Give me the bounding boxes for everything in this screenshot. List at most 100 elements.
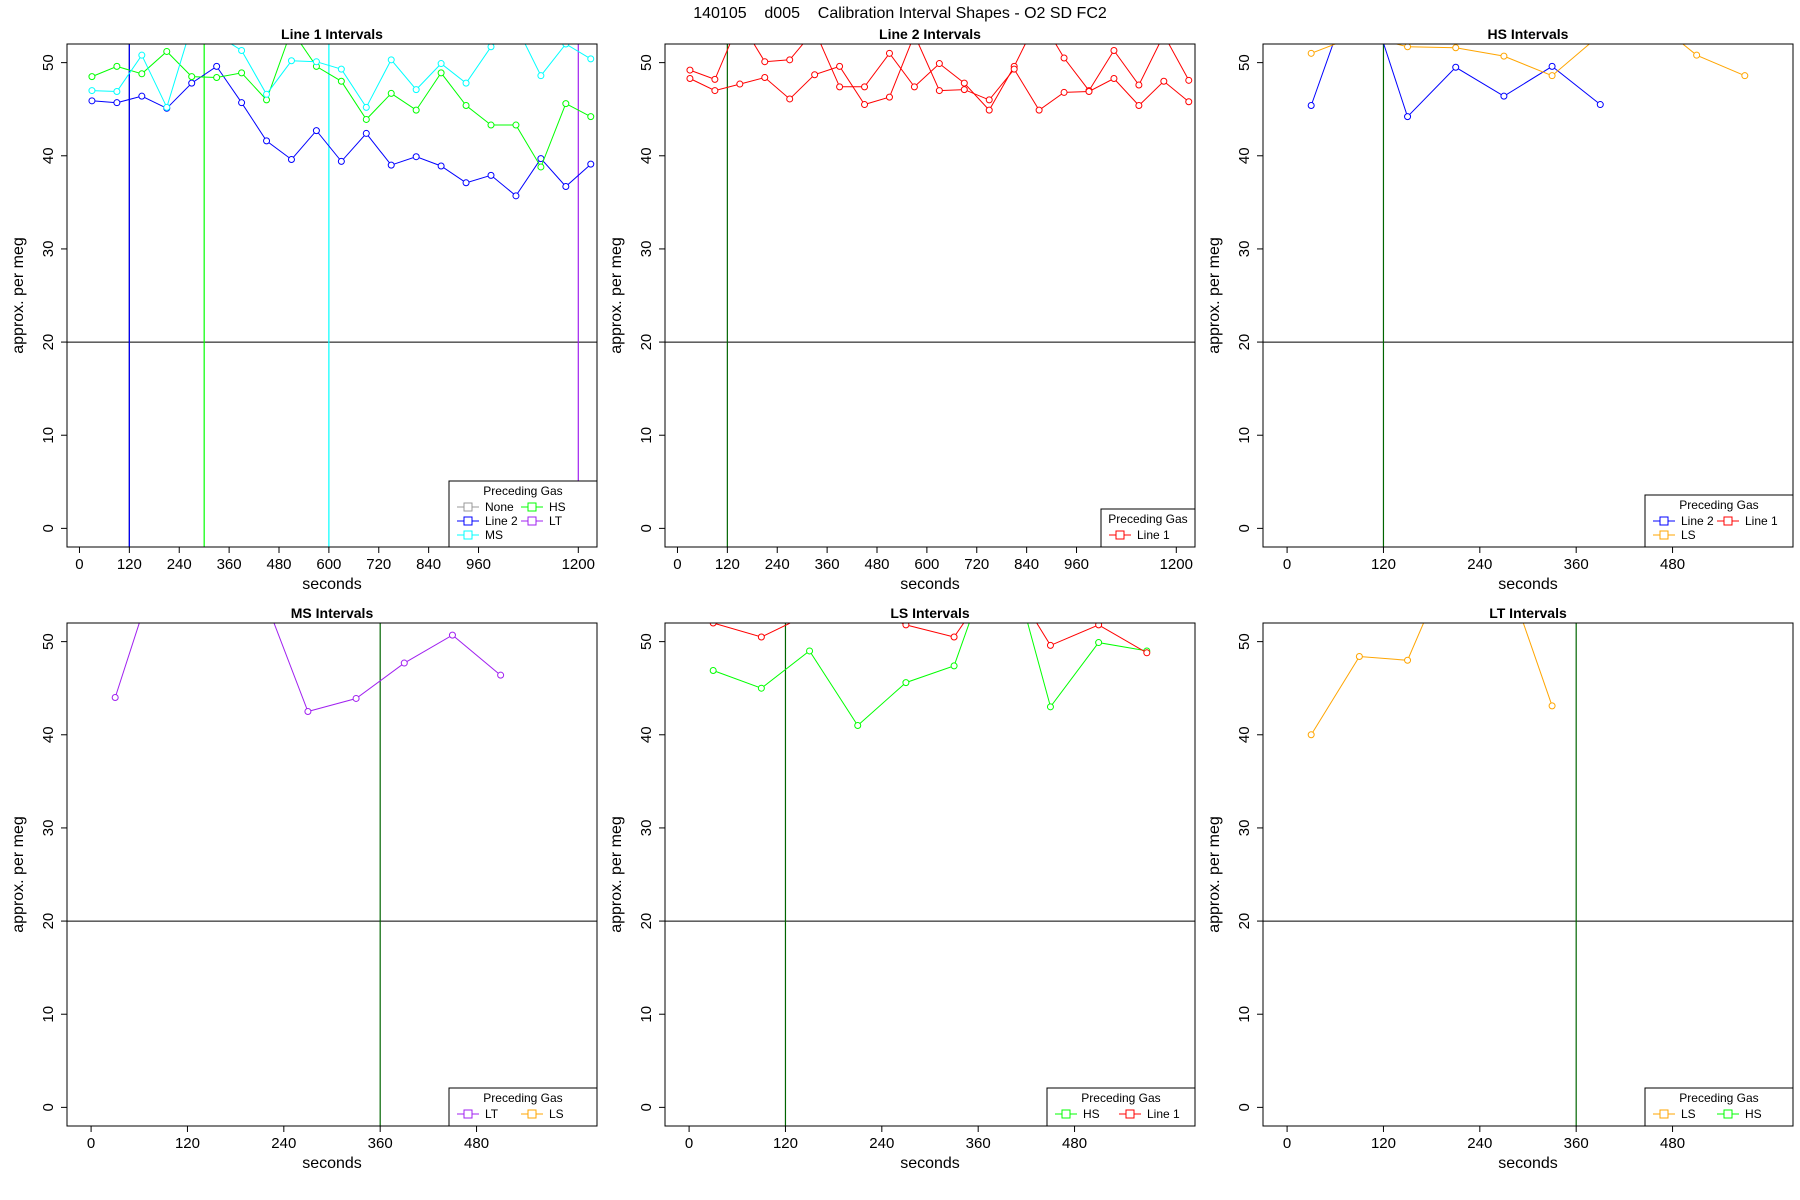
data-point — [312, 127, 320, 135]
series-group — [1307, 545, 1556, 739]
x-tick-label: 360 — [217, 556, 242, 573]
chart-panel-3: HS Intervals 0 120 240 360 480 seconds 0 10 20 30 4… — [1206, 26, 1794, 593]
x-axis: 0 120 240 360 480 600 720 840 960 1200 seconds — [75, 546, 595, 593]
data-point — [1307, 731, 1315, 739]
legend-swatch-marker — [1061, 1109, 1071, 1119]
data-point — [362, 129, 370, 137]
y-axis: 0 10 20 30 40 50 approx. per meg — [1206, 54, 1264, 533]
x-axis: 0 120 240 360 480 seconds — [87, 1125, 489, 1172]
x-axis: 0 120 240 360 480 seconds — [1283, 546, 1685, 593]
data-point — [761, 74, 769, 82]
data-point — [1596, 101, 1604, 109]
data-point — [1185, 98, 1193, 106]
data-point — [462, 101, 470, 109]
reference-lines — [67, 44, 597, 547]
legend-swatch-marker — [1723, 1109, 1733, 1119]
data-point — [935, 60, 943, 68]
legend-entry-label: Line 2 — [485, 514, 518, 528]
chart-panel-5: LS Intervals 0 120 240 360 480 seconds 0 10 20 30 4… — [608, 605, 1196, 1172]
series-group — [709, 611, 1151, 729]
data-point — [138, 70, 146, 78]
data-point — [811, 71, 819, 79]
x-axis: 0 120 240 360 480 seconds — [1283, 1125, 1685, 1172]
data-point — [807, 611, 813, 617]
data-point — [304, 707, 312, 715]
data-point — [1110, 47, 1118, 55]
reference-lines — [1263, 623, 1793, 1126]
chart-panel-2: Line 2 Intervals 0 120 240 360 480 600 720 840 96… — [608, 26, 1196, 593]
data-point — [587, 113, 595, 121]
y-tick-label: 0 — [1236, 1103, 1253, 1111]
x-tick-label: 480 — [1660, 1135, 1685, 1152]
y-axis-label: approx. per meg — [608, 816, 625, 933]
y-axis: 0 10 20 30 40 50 approx. per meg — [608, 54, 666, 533]
panel-title: MS Intervals — [291, 605, 374, 621]
x-tick-label: 360 — [368, 1135, 393, 1152]
y-tick-label: 0 — [40, 524, 57, 532]
legend-title: Preceding Gas — [483, 484, 562, 498]
y-tick-label: 20 — [1236, 913, 1253, 930]
data-point — [1500, 92, 1508, 100]
data-point — [1161, 32, 1167, 38]
x-tick-label: 360 — [1564, 556, 1589, 573]
data-point — [513, 22, 519, 28]
reference-lines — [1263, 44, 1793, 547]
data-point — [160, 545, 166, 551]
x-tick-label: 120 — [175, 1135, 200, 1152]
data-point — [188, 73, 196, 81]
y-tick-label: 0 — [638, 524, 655, 532]
legend-entry-label: LS — [549, 1107, 564, 1121]
legend-box — [1046, 1087, 1196, 1127]
series-group — [111, 545, 505, 715]
series-line-1 — [713, 623, 1147, 727]
legend-swatch-marker — [463, 516, 473, 526]
legend-swatch-marker — [1125, 1109, 1135, 1119]
data-point — [337, 65, 345, 73]
x-axis-label: seconds — [302, 1155, 362, 1172]
data-point — [902, 679, 910, 687]
y-axis: 0 10 20 30 40 50 approx. per meg — [10, 54, 68, 533]
data-point — [1160, 77, 1168, 85]
y-tick-label: 10 — [638, 427, 655, 444]
data-point — [1548, 62, 1556, 70]
data-point — [1143, 649, 1151, 657]
y-axis-label: approx. per meg — [10, 816, 27, 933]
x-axis-label: seconds — [302, 576, 362, 593]
data-point — [1452, 44, 1460, 52]
y-tick-label: 30 — [1236, 820, 1253, 837]
x-tick-label: 120 — [117, 556, 142, 573]
data-point — [1501, 564, 1507, 570]
data-point — [1453, 545, 1459, 551]
data-point — [1404, 44, 1412, 51]
data-point — [1404, 656, 1412, 664]
plot-frame — [1262, 43, 1794, 548]
panel-title: LT Intervals — [1489, 605, 1567, 621]
series-line-2 — [1311, 44, 1745, 77]
legend-swatch-marker — [1659, 1109, 1669, 1119]
y-tick-label: 20 — [638, 334, 655, 351]
legend-entry-label: LS — [1681, 528, 1696, 542]
x-tick-label: 480 — [266, 556, 291, 573]
data-point — [1060, 54, 1068, 62]
data-point — [1046, 703, 1054, 711]
data-point — [512, 121, 520, 129]
data-point — [163, 47, 171, 55]
data-point — [462, 179, 470, 187]
x-tick-label: 120 — [773, 1135, 798, 1152]
y-tick-label: 20 — [40, 913, 57, 930]
data-point — [885, 93, 893, 101]
y-tick-label: 30 — [638, 241, 655, 258]
data-point — [1046, 641, 1054, 649]
legend-title: Preceding Gas — [1679, 498, 1758, 512]
legend-swatch-marker — [527, 502, 537, 512]
data-point — [786, 95, 794, 103]
x-tick-label: 480 — [864, 556, 889, 573]
data-point — [736, 80, 744, 88]
series-line-1 — [91, 65, 592, 197]
data-point — [437, 60, 445, 68]
data-point — [761, 58, 769, 66]
data-point — [1548, 702, 1556, 710]
legend-swatch-marker — [463, 1109, 473, 1119]
x-tick-label: 840 — [416, 556, 441, 573]
y-tick-label: 0 — [638, 1103, 655, 1111]
